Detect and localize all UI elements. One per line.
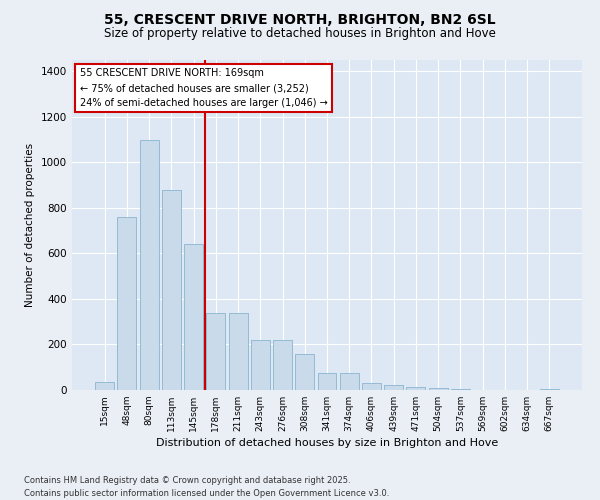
Bar: [273, 340, 292, 390]
Y-axis label: Number of detached properties: Number of detached properties: [25, 143, 35, 307]
Bar: [118, 217, 136, 390]
Bar: [540, 389, 559, 390]
Bar: [184, 244, 203, 390]
Bar: [95, 382, 114, 390]
Bar: [251, 340, 270, 390]
Bar: [140, 140, 158, 390]
Bar: [229, 312, 248, 390]
Text: 55 CRESCENT DRIVE NORTH: 169sqm
← 75% of detached houses are smaller (3,252)
24%: 55 CRESCENT DRIVE NORTH: 169sqm ← 75% of…: [80, 68, 328, 108]
Bar: [340, 373, 359, 390]
Text: Size of property relative to detached houses in Brighton and Hove: Size of property relative to detached ho…: [104, 28, 496, 40]
Bar: [429, 388, 448, 390]
X-axis label: Distribution of detached houses by size in Brighton and Hove: Distribution of detached houses by size …: [156, 438, 498, 448]
Bar: [406, 386, 425, 390]
Bar: [162, 190, 181, 390]
Bar: [317, 373, 337, 390]
Bar: [295, 354, 314, 390]
Bar: [362, 383, 381, 390]
Text: Contains HM Land Registry data © Crown copyright and database right 2025.
Contai: Contains HM Land Registry data © Crown c…: [24, 476, 389, 498]
Bar: [206, 312, 225, 390]
Bar: [384, 386, 403, 390]
Text: 55, CRESCENT DRIVE NORTH, BRIGHTON, BN2 6SL: 55, CRESCENT DRIVE NORTH, BRIGHTON, BN2 …: [104, 12, 496, 26]
